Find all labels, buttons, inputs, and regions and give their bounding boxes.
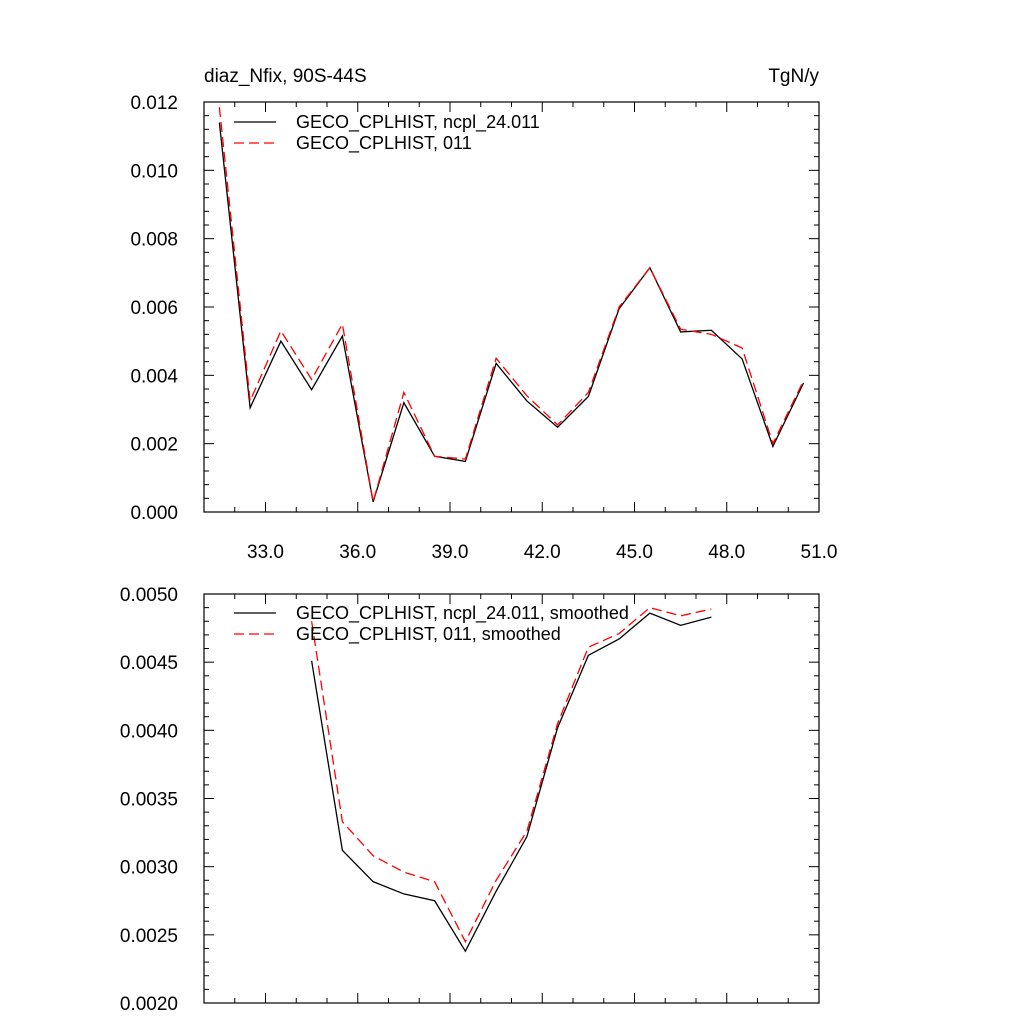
y-tick-label: 0.010 (130, 161, 178, 182)
y-axis: 0.0020 0.0025 0.0030 0.0035 0.0040 0.0045 0.00… (120, 585, 819, 1015)
x-axis (203, 594, 820, 1003)
y-tick-label: 0.0035 (120, 790, 178, 811)
y-tick-label: 0.0050 (120, 585, 178, 606)
legend: GECO_CPLHIST, ncpl_24.011, smoothedGECO_… (234, 603, 629, 645)
x-axis: 33.0 36.0 39.0 42.0 45.0 48.0 51.0 (203, 102, 838, 563)
y-axis: 0.000 0.002 0.004 0.006 0.008 0.010 0.012 (130, 93, 819, 524)
top-panel: 33.0 36.0 39.0 42.0 45.0 48.0 51.00.0000.0020.… (130, 93, 837, 563)
legend-label: GECO_CPLHIST, ncpl_24.011 (296, 112, 540, 133)
y-tick-label: 0.000 (130, 503, 178, 524)
y-tick-label: 0.002 (130, 435, 178, 456)
y-tick-label: 0.008 (130, 230, 178, 251)
x-tick-label: 36.0 (339, 542, 376, 563)
legend-label: GECO_CPLHIST, ncpl_24.011, smoothed (296, 603, 629, 624)
x-tick-label: 39.0 (432, 542, 469, 563)
legend-label: GECO_CPLHIST, 011 (296, 133, 472, 154)
y-tick-label: 0.006 (130, 298, 178, 319)
chart-title-left: diaz_Nfix, 90S-44S (204, 66, 367, 87)
y-tick-label: 0.0030 (120, 858, 178, 879)
chart-units-label: TgN/y (768, 66, 819, 87)
bottom-panel: 0.0020 0.0025 0.0030 0.0035 0.0040 0.0045 0.00… (120, 585, 820, 1015)
plot-frame (203, 593, 820, 1004)
series-line-1 (218, 122, 805, 502)
x-tick-label: 45.0 (616, 542, 653, 563)
y-tick-label: 0.0045 (120, 653, 178, 674)
x-tick-label: 51.0 (801, 542, 838, 563)
y-tick-label: 0.012 (130, 93, 178, 114)
series-line-1 (310, 612, 712, 953)
plot-frame (203, 101, 820, 513)
legend-label: GECO_CPLHIST, 011, smoothed (296, 624, 561, 645)
y-tick-label: 0.004 (130, 366, 178, 387)
y-tick-label: 0.0040 (120, 721, 178, 742)
series-line-2 (218, 107, 805, 502)
x-tick-label: 48.0 (708, 542, 745, 563)
x-tick-label: 33.0 (247, 542, 284, 563)
series-line-2 (310, 606, 712, 944)
y-tick-label: 0.0025 (120, 926, 178, 947)
x-tick-label: 42.0 (524, 542, 561, 563)
y-tick-label: 0.0020 (120, 994, 178, 1015)
